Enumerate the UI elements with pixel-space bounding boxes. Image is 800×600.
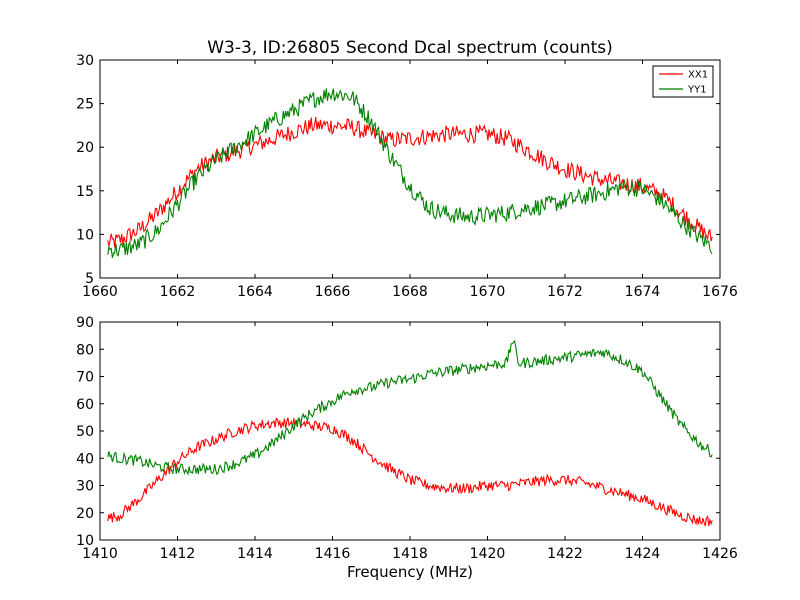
panel1-y-tick-label: 70: [76, 370, 94, 386]
legend-label-xx1: XX1: [688, 70, 708, 81]
panel1-x-tick-label: 1422: [547, 546, 583, 562]
panel0-x-tick-label: 1664: [237, 284, 273, 300]
panel0-x-tick-label: 1674: [625, 284, 661, 300]
panel0-x-tick-label: 1662: [160, 284, 196, 300]
panel0-y-tick-label: 25: [76, 97, 94, 113]
panel0-x-tick-label: 1676: [702, 284, 738, 300]
legend-label-yy1: YY1: [687, 85, 707, 96]
legend-box: [652, 65, 714, 98]
panel0-y-tick-label: 20: [76, 140, 94, 156]
panel0-x-tick-label: 1668: [392, 284, 428, 300]
panel0-x-tick-label: 1672: [547, 284, 583, 300]
panel1-x-tick-label: 1426: [702, 546, 738, 562]
panel1-y-tick-label: 10: [76, 533, 94, 549]
panel0-y-tick-label: 15: [76, 184, 94, 200]
panel1-y-tick-label: 60: [76, 397, 94, 413]
bottom-panel: 1410 1412 1414 1416 1418 1420 1422 1424 1426 10 20…: [76, 315, 738, 562]
panel1-y-tick-label: 20: [76, 506, 94, 522]
panel1-series-0-line: [107, 417, 713, 527]
panel0-y-tick-label: 5: [85, 271, 94, 287]
bottom-x-axis-label: Frequency (MHz): [347, 563, 473, 581]
legend: XX1 YY1: [652, 65, 714, 98]
panel1-x-tick-label: 1424: [625, 546, 661, 562]
panel1-x-tick-label: 1420: [470, 546, 506, 562]
panel1-y-tick-label: 90: [76, 315, 94, 331]
panel1-y-tick-label: 50: [76, 424, 94, 440]
panel0-series-xx1-line: [107, 117, 713, 248]
panel0-series-yy1-line: [107, 88, 713, 258]
panel1-y-tick-label: 80: [76, 342, 94, 358]
panel1-series-1-line: [107, 339, 713, 476]
panel0-y-tick-label: 10: [76, 227, 94, 243]
panel0-x-tick-label: 1660: [82, 284, 118, 300]
panel0-x-tick-label: 1670: [470, 284, 506, 300]
panel0-y-tick-label: 30: [76, 53, 94, 69]
panel1-x-tick-label: 1412: [160, 546, 196, 562]
panel1-y-tick-label: 30: [76, 479, 94, 495]
panel1-y-tick-label: 40: [76, 451, 94, 467]
panel0-x-tick-label: 1666: [315, 284, 351, 300]
panel1-x-tick-label: 1418: [392, 546, 428, 562]
chart-title: W3-3, ID:26805 Second Dcal spectrum (cou…: [207, 38, 613, 58]
panel1-x-tick-label: 1416: [315, 546, 351, 562]
panel1-x-tick-label: 1410: [82, 546, 118, 562]
panel1-x-tick-label: 1414: [237, 546, 273, 562]
top-panel: 1660 1662 1664 1666 1668 1670 1672 1674 1676 5 10 1…: [76, 53, 738, 300]
